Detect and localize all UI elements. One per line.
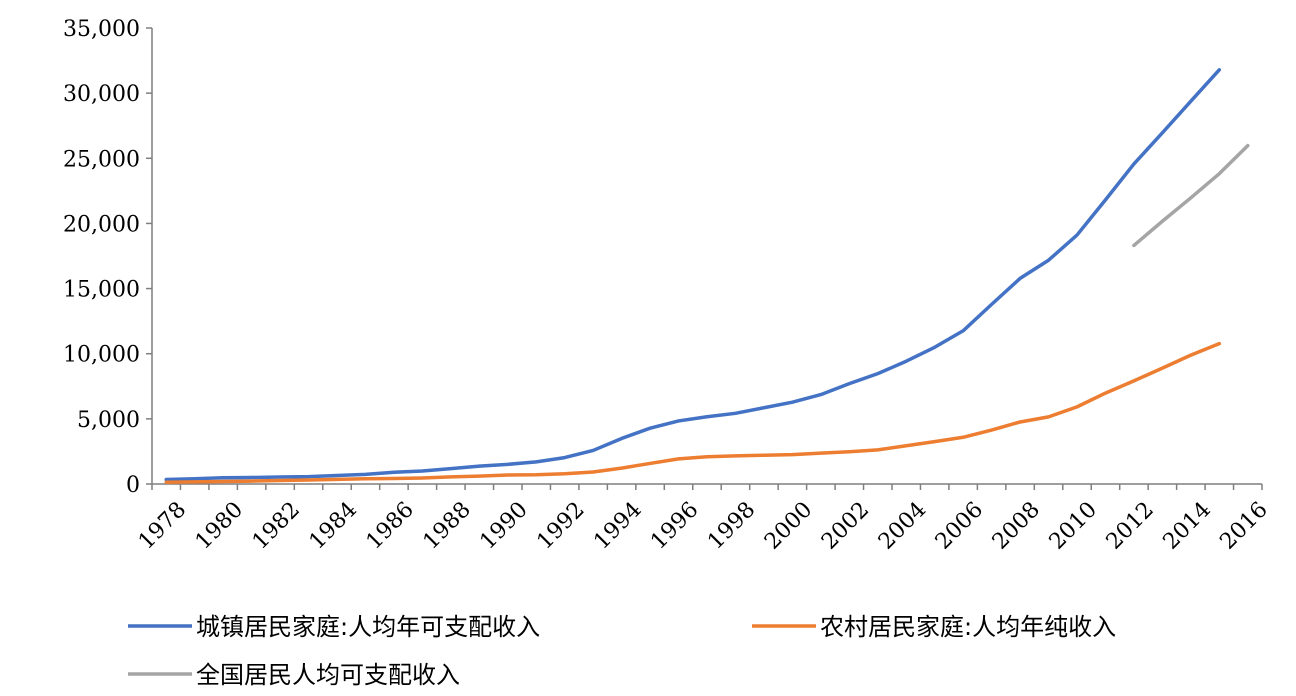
x-tick-label: 2002 — [817, 497, 874, 554]
x-tick-label: 2000 — [760, 497, 817, 554]
y-axis-labels: 0 5,000 10,000 15,000 20,000 25,000 30,000 35,0… — [63, 17, 140, 498]
y-tick-label: 30,000 — [63, 82, 140, 107]
series-line-3 — [1132, 143, 1250, 248]
x-tick-label: 1994 — [589, 497, 646, 554]
x-tick-label: 1984 — [305, 497, 362, 554]
x-tick-label: 1990 — [475, 497, 532, 554]
legend-label-2: 农村居民家庭:人均年纯收入 — [820, 613, 1116, 641]
series-line-1 — [164, 68, 1222, 482]
x-tick-label: 1982 — [248, 497, 305, 554]
x-tick-label: 1996 — [646, 497, 703, 554]
y-tick-label: 10,000 — [63, 343, 140, 368]
x-tick-label: 2010 — [1045, 497, 1102, 554]
y-tick-label: 5,000 — [77, 408, 140, 433]
x-tick-label: 1998 — [703, 497, 760, 554]
y-tick-label: 0 — [126, 473, 140, 498]
x-tick-label: 2016 — [1215, 497, 1272, 554]
x-tick-label: 2004 — [874, 497, 931, 554]
x-tick-label: 2012 — [1102, 497, 1159, 554]
x-tick-label: 1992 — [532, 497, 589, 554]
x-tick-label: 1978 — [134, 497, 191, 554]
legend-label-1: 城镇居民家庭:人均年可支配收入 — [196, 613, 540, 641]
y-tick-label: 25,000 — [63, 147, 140, 172]
y-tick-label: 35,000 — [63, 17, 140, 42]
x-tick-label: 2008 — [988, 497, 1045, 554]
y-tick-label: 15,000 — [63, 278, 140, 303]
x-tick-label: 1986 — [362, 497, 419, 554]
legend-label-3: 全国居民人均可支配收入 — [196, 661, 460, 689]
x-axis-labels: 1978 1980 1982 1984 1986 1988 1990 1992 1994 1996… — [134, 497, 1273, 554]
x-tick-label: 1988 — [419, 497, 476, 554]
x-tick-label: 2006 — [931, 497, 988, 554]
series-line-2 — [164, 341, 1222, 484]
y-tick-label: 20,000 — [63, 212, 140, 237]
x-tick-label: 2014 — [1159, 497, 1216, 554]
axes — [146, 27, 1263, 490]
series-lines — [164, 68, 1250, 484]
x-tick-label: 1980 — [191, 497, 248, 554]
